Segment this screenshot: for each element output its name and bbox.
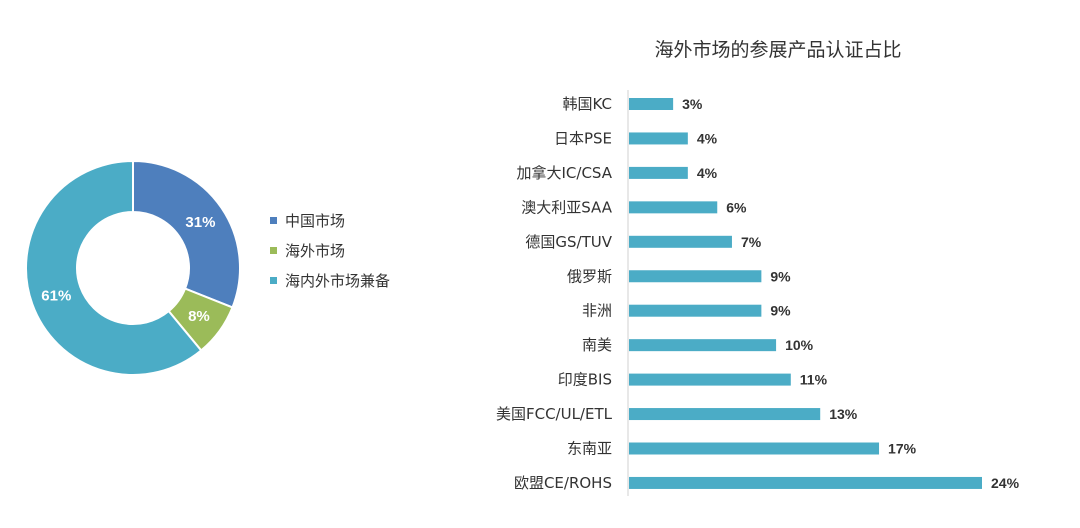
bar-category-label: 印度BIS [558, 371, 612, 389]
bar-mark [629, 201, 718, 214]
bar-category-label: 日本PSE [554, 129, 612, 147]
bar-value-label: 6% [726, 199, 747, 215]
bar-value-label: 7% [741, 234, 762, 250]
legend-label: 中国市场 [285, 212, 345, 230]
donut-slice-label: 8% [188, 308, 210, 325]
bar-category-label: 澳大利亚SAA [521, 198, 612, 216]
bar-marks [629, 98, 982, 489]
bar-category-label: 俄罗斯 [567, 267, 612, 285]
bar-value-labels: 3% 4% 4% 6% 7% 9% 9% 10% 11% 13% 17% 24% [682, 96, 1019, 491]
bar-value-label: 9% [770, 268, 791, 284]
bar-value-label: 10% [785, 337, 814, 353]
bar-value-label: 4% [697, 165, 718, 181]
bar-value-label: 4% [697, 130, 718, 146]
bar-mark [629, 408, 821, 421]
bar-category-label: 韩国KC [563, 95, 613, 113]
bar-mark [629, 476, 982, 489]
legend-swatch [270, 217, 277, 224]
donut-slice [25, 159, 203, 376]
bar-chart: 海外市场的参展产品认证占比 韩国KC 日本PSE 加拿大IC/CSA 澳大利亚SAA 德… [496, 39, 1020, 496]
bar-mark [629, 98, 674, 110]
donut-slices [25, 159, 241, 376]
bar-mark [629, 235, 732, 248]
bar-mark [629, 132, 688, 145]
bar-value-label: 3% [682, 96, 703, 112]
bar-mark [629, 442, 880, 455]
bar-value-label: 13% [829, 406, 858, 422]
bar-value-label: 24% [991, 475, 1020, 491]
donut-slice-label: 31% [185, 214, 215, 231]
bar-category-labels: 韩国KC 日本PSE 加拿大IC/CSA 澳大利亚SAA 德国GS/TUV 俄罗斯非洲南美… [496, 95, 613, 492]
bar-chart-title: 海外市场的参展产品认证占比 [654, 39, 901, 61]
bar-value-label: 11% [800, 372, 828, 388]
legend-swatch [270, 247, 277, 254]
bar-mark [629, 304, 762, 317]
bar-category-label: 东南亚 [567, 440, 612, 458]
bar-mark [629, 373, 791, 386]
bar-mark [629, 166, 688, 179]
bar-mark [629, 270, 762, 283]
legend-label: 海外市场 [285, 242, 345, 260]
bar-category-label: 欧盟CE/ROHS [514, 474, 612, 492]
donut-slice-labels: 31% 8% 61% [41, 214, 215, 325]
bar-value-label: 9% [770, 303, 791, 319]
donut-slice [132, 159, 241, 309]
bar-category-label: 美国FCC/UL/ETL [496, 405, 613, 423]
legend-swatch [270, 277, 277, 284]
bar-mark [629, 339, 777, 352]
legend-label: 海内外市场兼备 [285, 272, 390, 290]
donut-slice-label: 61% [41, 288, 71, 305]
bar-category-label: 非洲 [582, 302, 612, 320]
bar-category-label: 加拿大IC/CSA [517, 164, 613, 182]
bar-value-label: 17% [888, 441, 917, 457]
bar-category-label: 南美 [582, 336, 612, 354]
bar-category-label: 德国GS/TUV [525, 233, 612, 251]
